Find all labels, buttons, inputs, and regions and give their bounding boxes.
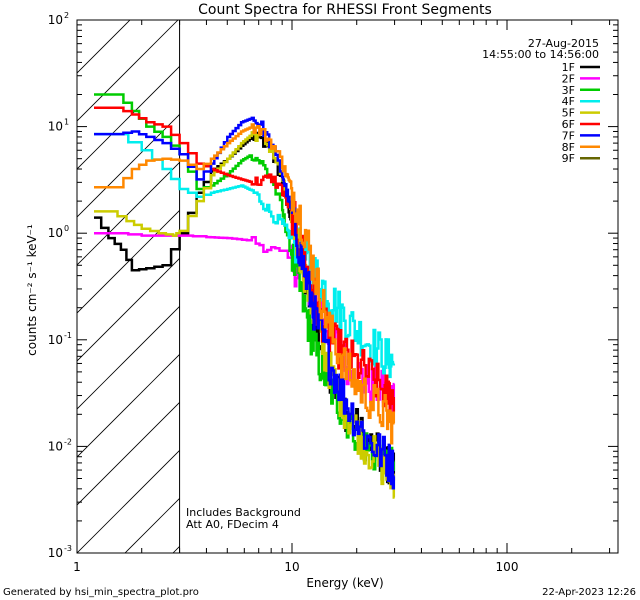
note-attenuator: Att A0, FDecim 4 [186, 518, 279, 531]
y-tick-label: 10 [48, 13, 63, 27]
y-tick-label: 10 [48, 333, 63, 347]
y-tick-exponent: 0 [64, 224, 69, 233]
y-tick-exponent: -2 [64, 437, 72, 446]
x-tick-label: 1 [73, 560, 81, 574]
hatch-line [77, 257, 180, 362]
y-axis-label: counts cm⁻² s⁻¹ keV⁻¹ [25, 224, 39, 356]
x-tick-label: 100 [496, 560, 519, 574]
legend-label-9F: 9F [562, 152, 575, 165]
excluded-energy-region [77, 20, 640, 553]
hatch-line [461, 20, 640, 553]
y-tick-exponent: -3 [64, 544, 72, 553]
hatch-line [605, 20, 640, 553]
legend-label-7F: 7F [562, 129, 575, 142]
y-tick-label: 10 [48, 226, 63, 240]
y-tick-label: 10 [48, 439, 63, 453]
hatch-line [77, 20, 131, 74]
legend-label-1F: 1F [562, 61, 575, 74]
series-group [94, 93, 396, 499]
plot-frame [76, 19, 619, 554]
series-line-7F [94, 116, 396, 490]
hatch-lines [77, 20, 640, 553]
footer-generator: Generated by hsi_min_spectra_plot.pro [3, 587, 199, 598]
hatch-line [77, 113, 180, 218]
y-tick-exponent: 1 [64, 118, 69, 127]
y-tick-label: 10 [48, 546, 63, 560]
legend-label-8F: 8F [562, 141, 575, 154]
hatch-line [77, 305, 180, 410]
note-background: Includes Background [186, 506, 301, 519]
hatch-line [77, 449, 180, 553]
footer-date: 22-Apr-2023 12:26 [542, 587, 636, 598]
hatch-line [413, 20, 640, 553]
series-line-8F [94, 123, 396, 445]
hatch-line [221, 20, 640, 553]
series-line-3F [94, 93, 396, 481]
series-line-2F [94, 231, 396, 412]
y-tick-label: 10 [48, 120, 63, 134]
legend-label-3F: 3F [562, 84, 575, 97]
y-tick-exponent: 2 [64, 11, 69, 20]
hatch-line [77, 209, 180, 314]
date-label: 27-Aug-2015 [528, 37, 599, 50]
hatch-line [77, 20, 179, 122]
y-tick-exponent: -1 [64, 331, 72, 340]
legend-label-2F: 2F [562, 72, 575, 85]
chart-title: Count Spectra for RHESSI Front Segments [198, 2, 492, 18]
x-tick-label: 10 [284, 560, 299, 574]
hatch-line [77, 161, 180, 266]
hatch-line [77, 65, 180, 170]
legend-label-5F: 5F [562, 107, 575, 120]
hatch-line [77, 401, 180, 506]
legend-label-4F: 4F [562, 95, 575, 108]
x-axis-label: Energy (keV) [306, 576, 383, 590]
series-line-6F [94, 106, 396, 414]
legend-label-6F: 6F [562, 118, 575, 131]
time-range-label: 14:55:00 to 14:56:00 [482, 48, 599, 61]
series-line-4F [94, 132, 396, 379]
